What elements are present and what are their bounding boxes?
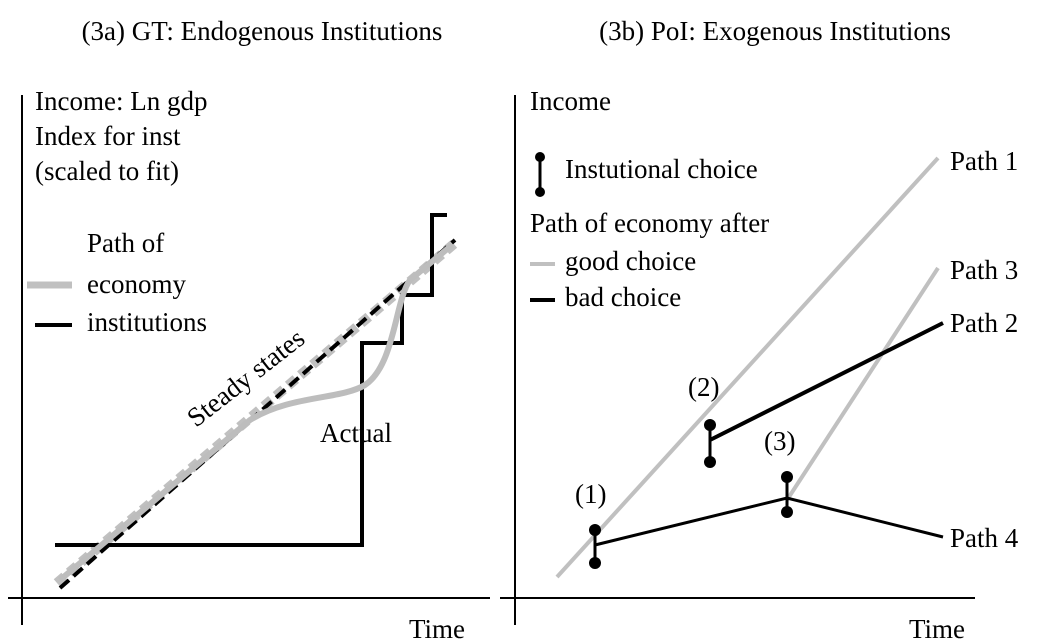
y-axis-label: Income <box>530 86 611 116</box>
economy-line <box>58 242 454 583</box>
institutions-line <box>55 213 447 547</box>
y-axis-label: Index for inst <box>35 121 181 151</box>
y-axis-label: (scaled to fit) <box>35 156 179 186</box>
legend-marker <box>535 152 545 197</box>
legend-heading: Path of <box>87 228 164 258</box>
legend-item: economy <box>87 269 186 299</box>
x-axis-label: Time <box>909 614 965 643</box>
path-label: Path 1 <box>950 146 1018 176</box>
legend-item: good choice <box>565 246 696 276</box>
choice-marker <box>589 419 793 569</box>
legend-heading: Path of economy after <box>530 208 769 238</box>
path-label: Path 4 <box>950 523 1019 553</box>
panel-title: (3b) PoI: Exogenous Institutions <box>599 16 951 46</box>
path-label: Path 3 <box>950 255 1018 285</box>
point-label: (2) <box>688 372 719 402</box>
annotation: Actual <box>320 418 392 448</box>
path-line <box>555 156 940 579</box>
point-label: (3) <box>764 426 795 456</box>
panel-title: (3a) GT: Endogenous Institutions <box>82 16 443 46</box>
path-label: Path 2 <box>950 308 1018 338</box>
y-axis-label: Income: Ln gdp <box>35 86 207 116</box>
path-line <box>785 266 940 502</box>
path-line <box>594 496 944 547</box>
point-label: (1) <box>575 479 606 509</box>
legend-item: institutions <box>87 307 207 337</box>
legend-item: bad choice <box>565 282 681 312</box>
legend-item: Instutional choice <box>565 154 758 184</box>
x-axis-label: Time <box>409 614 465 643</box>
path-line <box>709 321 944 442</box>
